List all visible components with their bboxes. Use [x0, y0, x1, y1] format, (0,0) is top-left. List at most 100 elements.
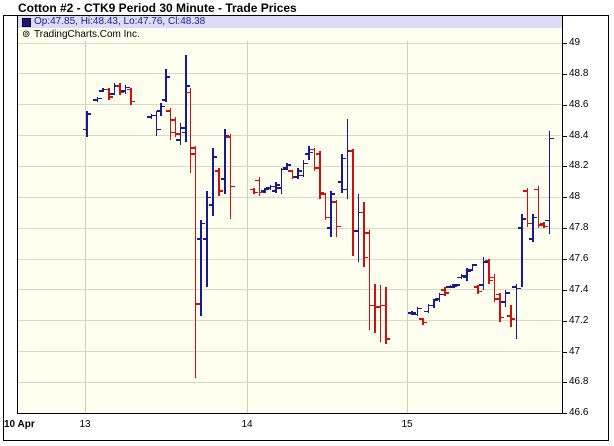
open-tick [304, 153, 309, 155]
open-tick [147, 116, 151, 118]
open-tick [479, 284, 483, 286]
open-tick [220, 178, 225, 180]
close-tick [320, 191, 325, 194]
ohlc-bar [515, 283, 518, 340]
y-axis-label: 46.6 [569, 407, 589, 418]
close-tick [265, 188, 270, 191]
source-attribution: ⊚ TradingCharts.Com Inc. [18, 28, 562, 41]
open-tick [121, 90, 125, 92]
open-tick [332, 201, 336, 203]
ohlc-bar [335, 200, 338, 238]
ohlc-bar [189, 87, 192, 173]
ohlc-bar [224, 129, 226, 195]
ohlc-bar [313, 147, 316, 172]
y-axis-label: 47.2 [569, 314, 589, 326]
open-tick [176, 139, 180, 141]
open-tick [260, 190, 265, 192]
ohlc-bar [258, 177, 261, 196]
y-axis-tick [562, 197, 567, 199]
y-axis-tick [562, 166, 567, 168]
ohlc-bar [86, 110, 88, 138]
y-axis-tick [562, 382, 567, 384]
ohlc-bar [124, 84, 127, 94]
close-tick [445, 292, 450, 294]
close-tick [315, 167, 319, 169]
close-tick [495, 298, 499, 300]
open-tick [271, 190, 276, 192]
ohlc-bar [275, 181, 277, 193]
open-tick [501, 301, 505, 303]
ohlc-bar [357, 194, 360, 263]
close-tick [533, 216, 538, 219]
y-axis-label: 46.8 [569, 376, 589, 388]
open-tick [370, 304, 375, 307]
open-tick [208, 204, 213, 206]
close-tick [478, 290, 483, 293]
open-tick [315, 153, 320, 155]
ohlc-bar [286, 163, 288, 170]
close-tick [423, 321, 428, 324]
ohlc-bar [543, 221, 545, 229]
y-axis-tick [562, 43, 567, 44]
open-tick [282, 167, 287, 169]
x-axis-label: 13 [79, 419, 91, 430]
close-tick [213, 156, 218, 158]
open-tick [98, 90, 103, 92]
close-tick [451, 286, 455, 288]
ohlc-bar [165, 69, 167, 102]
open-tick [115, 85, 120, 87]
open-tick [93, 99, 97, 101]
ohlc-bar [108, 87, 110, 101]
close-tick [166, 76, 171, 78]
ohlc-bar [482, 257, 485, 290]
close-tick [309, 151, 314, 154]
open-tick [343, 188, 347, 191]
close-tick [528, 222, 532, 225]
ohlc-bar [130, 87, 132, 105]
legend-swatch-icon [22, 18, 31, 27]
close-tick [260, 191, 264, 194]
close-tick [171, 131, 175, 134]
close-tick [456, 284, 461, 286]
open-tick [539, 222, 544, 225]
ohlc-bar [379, 285, 382, 343]
ohlc-bar [510, 305, 512, 327]
ohlc-bar [368, 229, 371, 330]
ohlc-bar [427, 303, 430, 313]
open-tick [440, 289, 445, 291]
y-axis-label: 48.2 [569, 160, 589, 172]
open-tick [104, 88, 109, 91]
ohlc-bar [160, 103, 162, 116]
ohlc-bar [471, 263, 474, 272]
close-tick [418, 307, 422, 310]
open-tick [110, 93, 114, 95]
close-tick [231, 185, 235, 188]
close-tick [271, 185, 275, 188]
open-tick [468, 269, 472, 271]
open-tick [255, 179, 259, 182]
close-tick [462, 275, 466, 277]
open-tick [82, 128, 87, 131]
h-gridline [18, 73, 561, 75]
open-tick [299, 174, 303, 177]
close-tick [506, 292, 510, 294]
ohlc-bar [319, 151, 321, 199]
open-tick [381, 304, 386, 307]
ohlc-bar [385, 286, 387, 344]
open-tick [202, 238, 207, 240]
open-tick [490, 276, 494, 279]
close-tick [326, 216, 330, 219]
open-tick [166, 110, 170, 112]
ohlc-bar [499, 292, 501, 323]
open-tick [181, 131, 186, 134]
ohlc-bar [537, 186, 540, 229]
open-tick [365, 232, 369, 234]
open-tick [156, 110, 161, 112]
h-gridline [18, 135, 561, 137]
ohlc-bar [548, 130, 551, 235]
open-tick [196, 238, 201, 240]
ohlc-bar [532, 214, 534, 243]
close-tick [161, 105, 166, 107]
ohlc-bar [269, 184, 272, 190]
ohlc-bar [346, 118, 349, 199]
